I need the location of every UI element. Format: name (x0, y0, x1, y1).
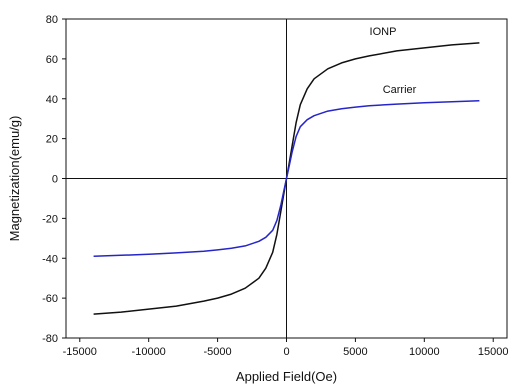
x-tick-label: -5000 (204, 346, 232, 358)
x-tick-label: 5000 (343, 346, 367, 358)
y-tick-label: 80 (46, 14, 58, 26)
x-tick-label: 10000 (409, 346, 440, 358)
annotation-carrier: Carrier (383, 84, 417, 96)
y-tick-label: -60 (42, 293, 58, 305)
x-tick-label: -15000 (63, 346, 97, 358)
y-tick-label: 60 (46, 54, 58, 66)
y-tick-label: 20 (46, 134, 58, 146)
y-tick-label: -20 (42, 213, 58, 225)
x-tick-label: 15000 (478, 346, 509, 358)
y-tick-label: 40 (46, 94, 58, 106)
x-axis: -15000 -10000 -5000 0 5000 10000 15000 (63, 338, 509, 358)
annotation-ionp: IONP (370, 26, 397, 38)
y-tick-label: -80 (42, 333, 58, 345)
series-line-carrier (93, 99, 480, 258)
annotation-layer: IONP Carrier (370, 26, 417, 96)
x-tick-label: -10000 (132, 346, 166, 358)
x-tick-label: 0 (283, 346, 289, 358)
x-axis-label: Applied Field(Oe) (236, 369, 337, 384)
y-tick-label: -40 (42, 253, 58, 265)
series-layer (93, 42, 480, 315)
y-tick-label: 0 (52, 174, 58, 186)
y-axis-label: Magnetization(emu/g) (7, 116, 22, 242)
y-axis: -80 -60 -40 -20 0 20 40 60 80 (42, 14, 66, 345)
